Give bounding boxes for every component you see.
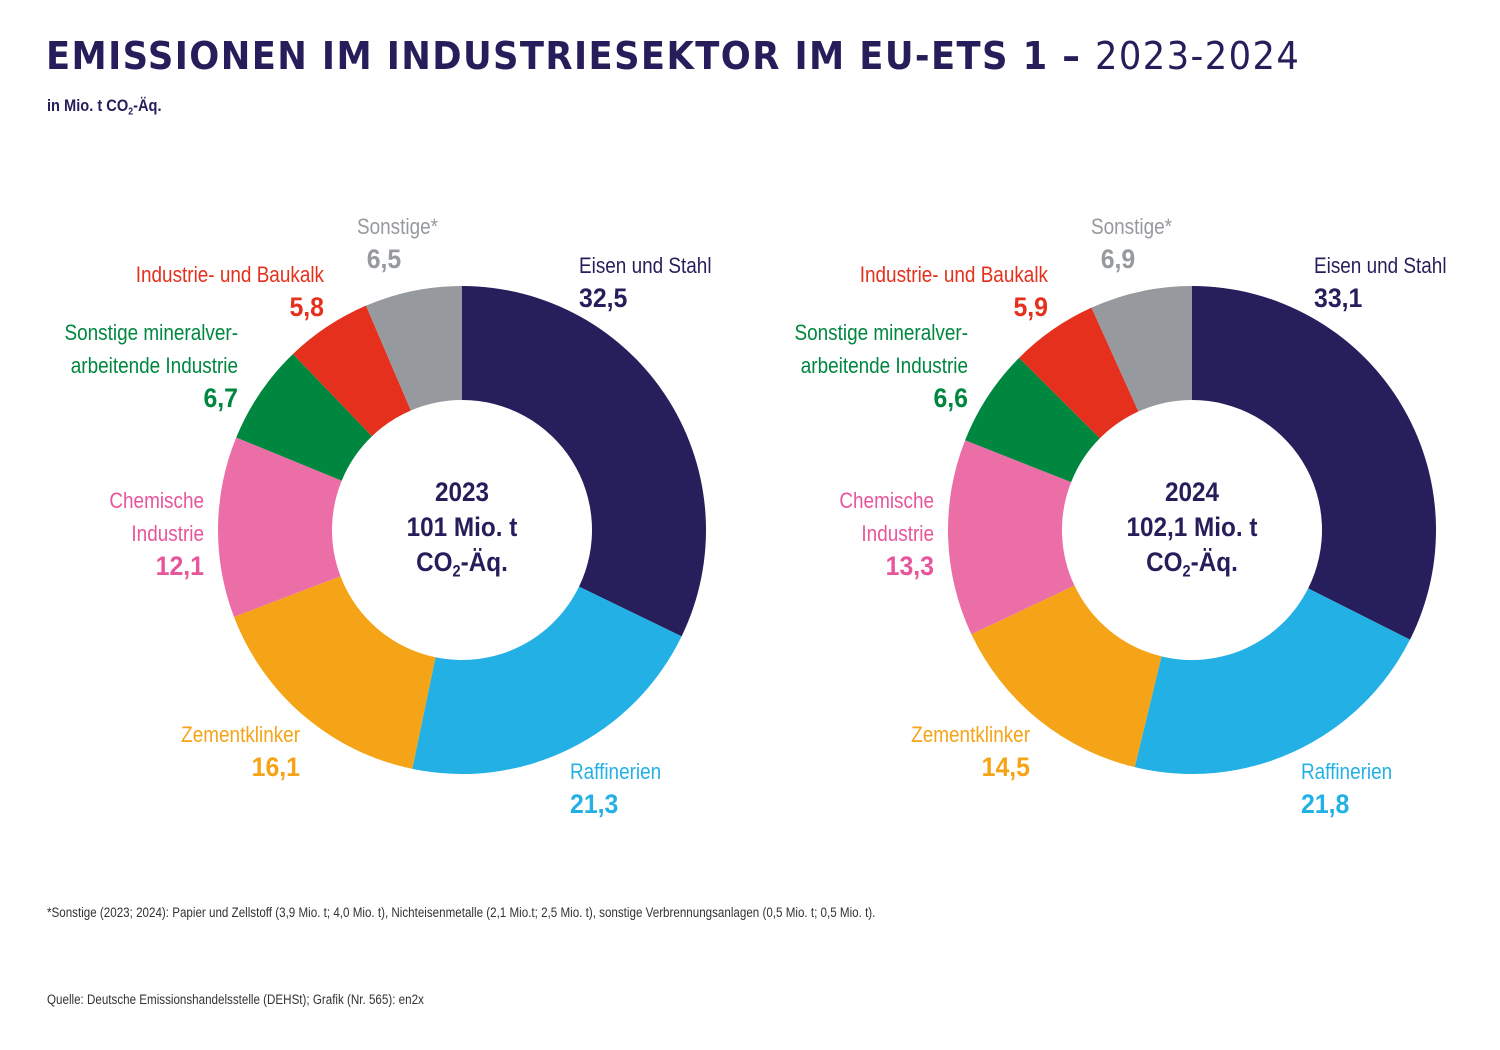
slice-value: 6,6 bbox=[933, 383, 968, 413]
slice-value: 6,7 bbox=[203, 383, 238, 413]
unit-prefix: in Mio. t CO bbox=[47, 96, 129, 115]
slice-name-line1: Sonstige mineralver- bbox=[794, 320, 968, 345]
unit-suffix: -Äq. bbox=[133, 96, 162, 115]
center-total: 101 Mio. t bbox=[406, 512, 518, 542]
slice-2023-eisen_stahl bbox=[462, 286, 706, 637]
label-2024-zement: Zementklinker 14,5 bbox=[830, 724, 1030, 781]
unit-label: in Mio. t CO2-Äq. bbox=[47, 96, 162, 118]
donut-2023 bbox=[218, 286, 706, 774]
slice-name: Eisen und Stahl bbox=[1314, 253, 1447, 278]
slice-2024-chemie bbox=[948, 440, 1075, 635]
center-unit: CO2-Äq. bbox=[354, 545, 570, 580]
slice-value: 6,5 bbox=[366, 244, 402, 274]
slice-2023-kalk bbox=[292, 305, 411, 437]
center-unit-sub: 2 bbox=[452, 562, 461, 581]
center-unit-suffix: -Äq. bbox=[1190, 547, 1238, 577]
label-2024-sonstige: Sonstige* 6,9 bbox=[1064, 216, 1172, 273]
center-year: 2023 bbox=[434, 477, 490, 507]
slice-2023-sonstige bbox=[366, 286, 462, 411]
slice-2024-zementklinker bbox=[971, 585, 1162, 768]
slice-name-line1: Sonstige mineralver- bbox=[64, 320, 239, 345]
slice-value: 33,1 bbox=[1314, 283, 1363, 313]
title-years: 2023-2024 bbox=[1095, 34, 1301, 78]
slice-2023-chemie bbox=[218, 437, 342, 617]
label-2024-mineral: Sonstige mineralver- arbeitende Industri… bbox=[750, 322, 968, 412]
label-2023-mineral: Sonstige mineralver- arbeitende Industri… bbox=[20, 322, 238, 412]
donut-2024 bbox=[948, 286, 1436, 775]
source-note: Quelle: Deutsche Emissionshandelsstelle … bbox=[47, 992, 424, 1007]
label-2023-chemie: Chemische Industrie 12,1 bbox=[60, 490, 204, 580]
label-2023-kalk: Industrie- und Baukalk 5,8 bbox=[60, 264, 324, 321]
slice-2024-sonstige bbox=[1091, 286, 1192, 412]
label-2023-sonstige: Sonstige* 6,5 bbox=[330, 216, 438, 273]
center-unit-sub: 2 bbox=[1182, 562, 1191, 581]
label-2023-zement: Zementklinker 16,1 bbox=[100, 724, 300, 781]
slice-name: Zementklinker bbox=[911, 722, 1030, 747]
slice-2023-zementklinker bbox=[233, 576, 436, 769]
slice-name-line2: arbeitende Industrie bbox=[800, 353, 968, 378]
center-unit-prefix: CO bbox=[416, 547, 453, 577]
center-label-2023: 2023 101 Mio. t CO2-Äq. bbox=[342, 475, 582, 580]
slice-2023-mineral bbox=[236, 354, 372, 481]
slice-2023-raffinerien bbox=[412, 586, 682, 774]
slice-value: 14,5 bbox=[981, 752, 1030, 782]
slice-value: 13,3 bbox=[885, 551, 934, 581]
slice-name-line2: Industrie bbox=[861, 521, 934, 546]
slice-name: Raffinerien bbox=[570, 759, 662, 784]
slice-name: Sonstige* bbox=[356, 214, 438, 239]
slice-2024-eisen_stahl bbox=[1192, 286, 1436, 640]
label-2023-eisen-stahl: Eisen und Stahl 32,5 bbox=[579, 255, 733, 312]
slice-name-line1: Chemische bbox=[109, 488, 204, 513]
footnote: *Sonstige (2023; 2024): Papier und Zells… bbox=[47, 905, 876, 920]
label-2024-kalk: Industrie- und Baukalk 5,9 bbox=[784, 264, 1048, 321]
slice-value: 21,8 bbox=[1301, 789, 1350, 819]
slice-value: 21,3 bbox=[570, 789, 619, 819]
slice-name-line2: Industrie bbox=[131, 521, 204, 546]
slice-name-line2: arbeitende Industrie bbox=[70, 353, 238, 378]
center-label-2024: 2024 102,1 Mio. t CO2-Äq. bbox=[1072, 475, 1312, 580]
label-2024-chemie: Chemische Industrie 13,3 bbox=[790, 490, 934, 580]
unit-subscript: 2 bbox=[128, 106, 134, 118]
slice-name-line1: Chemische bbox=[839, 488, 934, 513]
label-2024-eisen-stahl: Eisen und Stahl 33,1 bbox=[1314, 255, 1468, 312]
center-unit-prefix: CO bbox=[1146, 547, 1183, 577]
center-year: 2024 bbox=[1164, 477, 1220, 507]
slice-name: Sonstige* bbox=[1090, 214, 1172, 239]
slice-name: Raffinerien bbox=[1301, 759, 1393, 784]
center-total: 102,1 Mio. t bbox=[1126, 512, 1258, 542]
slice-name: Industrie- und Baukalk bbox=[859, 262, 1048, 287]
slice-2024-raffinerien bbox=[1134, 588, 1410, 775]
slice-2024-mineral bbox=[965, 357, 1100, 483]
slice-value: 32,5 bbox=[579, 283, 628, 313]
chart-title: EMISSIONEN IM INDUSTRIESEKTOR IM EU-ETS … bbox=[46, 34, 1300, 78]
slice-value: 5,9 bbox=[1013, 292, 1048, 322]
slice-2024-kalk bbox=[1019, 307, 1139, 439]
slice-name: Industrie- und Baukalk bbox=[135, 262, 324, 287]
slice-name: Eisen und Stahl bbox=[579, 253, 712, 278]
center-unit-suffix: -Äq. bbox=[460, 547, 508, 577]
slice-value: 6,9 bbox=[1100, 244, 1136, 274]
center-unit: CO2-Äq. bbox=[1084, 545, 1300, 580]
slice-value: 5,8 bbox=[289, 292, 324, 322]
slice-name: Zementklinker bbox=[181, 722, 300, 747]
label-2024-raffinerien: Raffinerien 21,8 bbox=[1301, 761, 1407, 818]
label-2023-raffinerien: Raffinerien 21,3 bbox=[570, 761, 676, 818]
slice-value: 12,1 bbox=[155, 551, 204, 581]
slice-value: 16,1 bbox=[251, 752, 300, 782]
title-main: EMISSIONEN IM INDUSTRIESEKTOR IM EU-ETS … bbox=[46, 34, 1096, 78]
